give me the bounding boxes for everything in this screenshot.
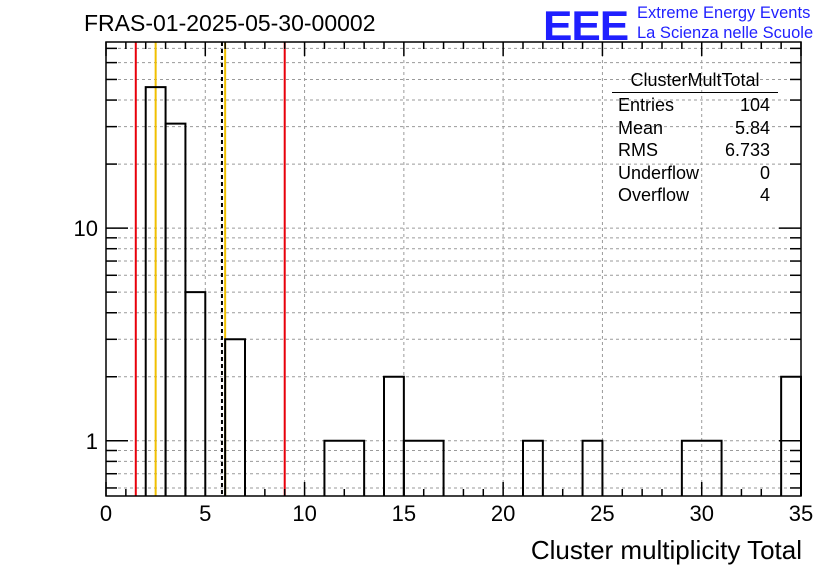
plot-frame (105, 41, 802, 497)
stats-value: 4 (759, 185, 770, 206)
stats-label: Underflow (618, 162, 700, 183)
logo-subtitle-2: La Scienza nelle Scuole (637, 24, 814, 42)
stats-label: RMS (618, 140, 658, 161)
stats-row-mean: Mean 5.84 (612, 117, 778, 140)
x-tick-label: 25 (590, 501, 614, 526)
stats-box: ClusterMultTotal Entries 104 Mean 5.84 R… (612, 70, 778, 207)
histogram-bar (164, 122, 187, 496)
histogram-bar (581, 439, 604, 496)
y-tick-label: 1 (86, 429, 98, 454)
logo-subtitle-1: Extreme Energy Events (637, 4, 811, 22)
axes: 0 5 10 15 20 25 30 35 1 10 (74, 41, 813, 526)
stats-row-underflow: Underflow 0 (612, 162, 778, 185)
stats-value: 0 (759, 162, 770, 183)
histogram-bar (680, 439, 723, 496)
histogram-bar (402, 439, 445, 496)
stats-row-rms: RMS 6.733 (612, 139, 778, 162)
histogram-bar (383, 375, 405, 496)
stats-label: Overflow (618, 185, 690, 206)
stats-title: ClusterMultTotal (612, 70, 778, 93)
x-tick-label: 20 (491, 501, 515, 526)
stats-row-entries: Entries 104 (612, 94, 778, 117)
stats-row-overflow: Overflow 4 (612, 184, 778, 207)
histogram (144, 86, 802, 496)
x-tick-label: 35 (789, 501, 813, 526)
y-tick-label: 10 (74, 216, 98, 241)
stats-value: 5.84 (734, 117, 770, 138)
stats-label: Mean (618, 117, 664, 138)
x-tick-label: 10 (292, 501, 316, 526)
stats-label: Entries (618, 95, 675, 115)
stats-value: 104 (739, 95, 770, 115)
x-tick-label: 15 (392, 501, 416, 526)
histogram-bar (224, 338, 246, 496)
histogram-bar (522, 439, 544, 496)
x-tick-label: 5 (199, 501, 211, 526)
x-tick-label: 30 (689, 501, 713, 526)
histogram-bar (323, 439, 366, 496)
x-axis-label: Cluster multiplicity Total (530, 535, 802, 565)
stats-value: 6.733 (724, 140, 770, 161)
eee-logo: EEE (543, 2, 629, 49)
chart-title: FRAS-01-2025-05-30-00002 (84, 10, 376, 36)
marker-lines (134, 42, 286, 496)
histogram-bar (184, 291, 207, 496)
histogram-bar (780, 375, 802, 496)
x-tick-label: 0 (100, 501, 112, 526)
